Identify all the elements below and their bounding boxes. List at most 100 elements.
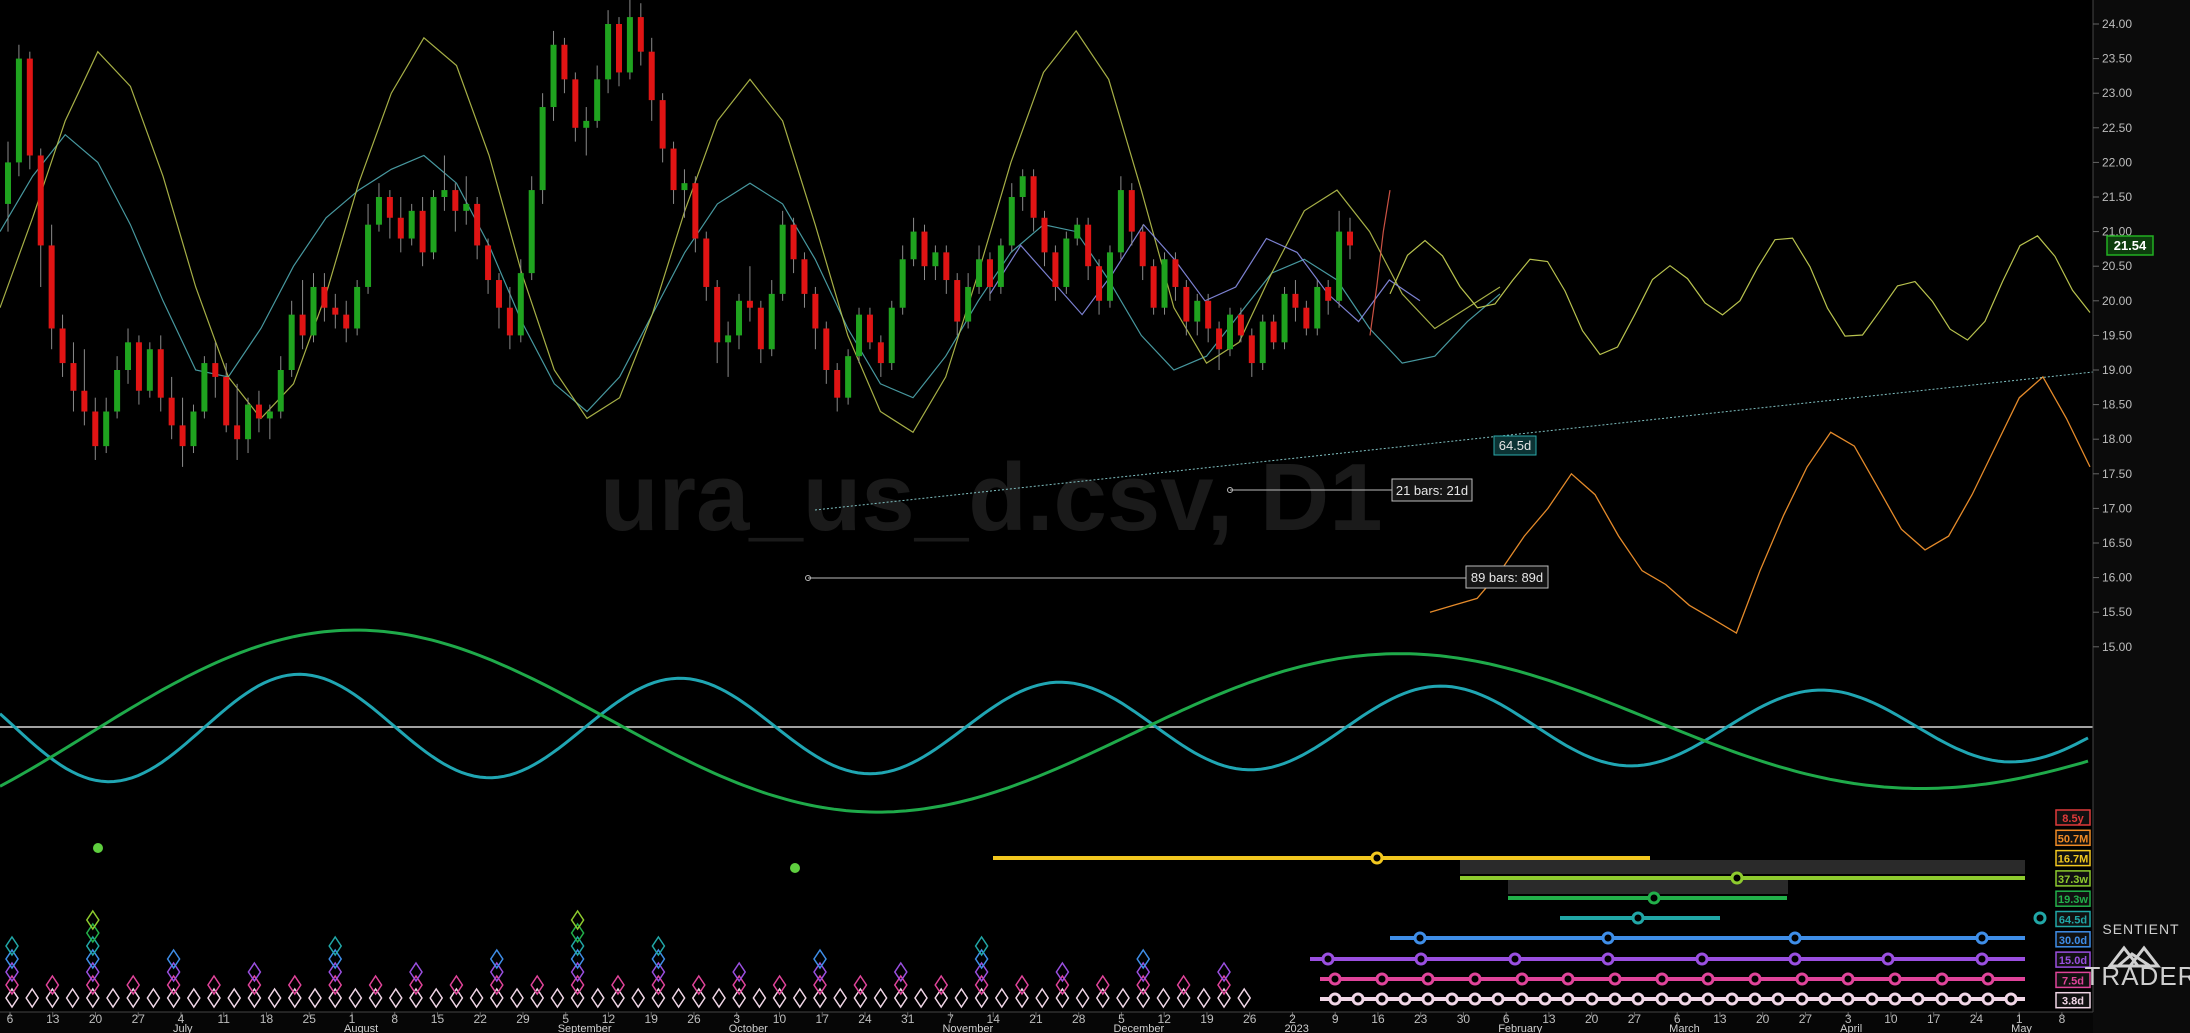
phasing-node[interactable] [1981,992,1995,1006]
candle [986,252,993,301]
phasing-node[interactable] [1888,992,1902,1006]
time-tick-label: 6 [1674,1012,1681,1026]
price-tick-label: 24.00 [2102,17,2132,31]
phasing-node[interactable] [1328,972,1342,986]
phasing-node[interactable] [1795,972,1809,986]
phasing-node[interactable] [1445,992,1459,1006]
phasing-node[interactable] [1468,972,1482,986]
phasing-node[interactable] [1421,992,1435,1006]
period-scale-item[interactable]: 50.7M [2055,829,2091,847]
phasing-node[interactable] [1351,992,1365,1006]
period-scale-item[interactable]: 64.5d [2055,910,2091,928]
phasing-node[interactable] [1678,992,1692,1006]
candle-body [1303,307,1310,329]
phasing-node[interactable] [1818,992,1832,1006]
period-scale-item[interactable]: 19.3w [2055,890,2091,907]
candle-body [48,245,55,329]
price-axis-panel[interactable] [2093,0,2190,1033]
phasing-node[interactable] [1725,992,1739,1006]
phasing-node[interactable] [1748,992,1762,1006]
phasing-node[interactable] [1695,952,1709,966]
phasing-node[interactable] [1655,972,1669,986]
phasing-node[interactable] [1508,952,1522,966]
candle [375,183,382,232]
cycle-diamond [85,935,100,957]
measure-long-box [1465,565,1549,589]
phasing-node[interactable] [1730,871,1744,885]
candle [714,280,721,364]
phasing-node[interactable] [1771,992,1785,1006]
phasing-node[interactable] [1748,972,1762,986]
phasing-node[interactable] [1398,992,1412,1006]
phasing-node[interactable] [1935,992,1949,1006]
phasing-node[interactable] [1975,952,1989,966]
phasing-node[interactable] [1413,931,1427,945]
phasing-node[interactable] [1538,992,1552,1006]
phasing-node[interactable] [1841,992,1855,1006]
candle [834,363,841,412]
cycle-diamond [5,935,19,957]
phasing-node[interactable] [1491,992,1505,1006]
phasing-node[interactable] [1881,952,1895,966]
candle-body [1194,300,1201,322]
period-scale-item[interactable]: 7.5d [2055,971,2091,989]
phasing-node[interactable] [2033,911,2047,925]
phasing-node[interactable] [2004,992,2018,1006]
phasing-node[interactable] [1701,972,1715,986]
period-scale-item[interactable]: 37.3w [2055,870,2091,887]
candle [125,328,132,384]
phasing-node[interactable] [1608,992,1622,1006]
phasing-node[interactable] [1328,992,1342,1006]
phasing-node[interactable] [1888,972,1902,986]
candle [1270,314,1277,350]
phasing-node[interactable] [1321,952,1335,966]
phasing-node[interactable] [1631,911,1645,925]
phasing-node[interactable] [1958,992,1972,1006]
time-tick-label: 18 [260,1012,274,1026]
phasing-node[interactable] [1601,931,1615,945]
sentient-trader-logo: SENTIENT TRADER [2085,921,2190,991]
phasing-node[interactable] [1515,992,1529,1006]
time-tick-label: 26 [1243,1012,1257,1026]
phasing-node[interactable] [1601,952,1615,966]
phasing-node[interactable] [1788,931,1802,945]
candle-body [81,390,88,412]
period-scale-item[interactable]: 15.0d [2055,951,2091,968]
period-scale-item[interactable]: 3.8d [2055,991,2091,1009]
time-axis-panel[interactable] [0,1012,2093,1033]
phasing-node[interactable] [1647,891,1661,905]
phasing-node[interactable] [1370,851,1384,865]
phasing-node[interactable] [1655,992,1669,1006]
phasing-node[interactable] [1515,972,1529,986]
phasing-node[interactable] [1975,931,1989,945]
phasing-oscillators [0,628,2093,814]
candle [506,286,513,350]
phasing-node[interactable] [1795,992,1809,1006]
candle-body [343,314,350,329]
candle [921,224,928,281]
cycle-diamond [186,987,201,1009]
phasing-node[interactable] [1585,992,1599,1006]
phasing-node[interactable] [1421,972,1435,986]
phasing-node[interactable] [1468,992,1482,1006]
phasing-node[interactable] [1981,972,1995,986]
phasing-node[interactable] [1414,952,1428,966]
phasing-node[interactable] [1841,972,1855,986]
cycle-diamond [227,987,242,1009]
phasing-node[interactable] [1911,992,1925,1006]
phasing-node[interactable] [1375,972,1389,986]
phasing-node[interactable] [1561,992,1575,1006]
phasing-node[interactable] [1375,992,1389,1006]
phasing-node[interactable] [1788,952,1802,966]
phasing-node[interactable] [1608,972,1622,986]
period-scale-item[interactable]: 16.7M [2055,849,2091,867]
phasing-node[interactable] [1701,992,1715,1006]
period-scale-item[interactable]: 8.5y [2055,809,2091,826]
phasing-node[interactable] [1561,972,1575,986]
phasing-node[interactable] [1865,992,1879,1006]
candle-body [626,17,633,73]
phasing-node[interactable] [1631,992,1645,1006]
phasing-node[interactable] [1935,972,1949,986]
period-scale-item[interactable]: 30.0d [2055,931,2091,948]
